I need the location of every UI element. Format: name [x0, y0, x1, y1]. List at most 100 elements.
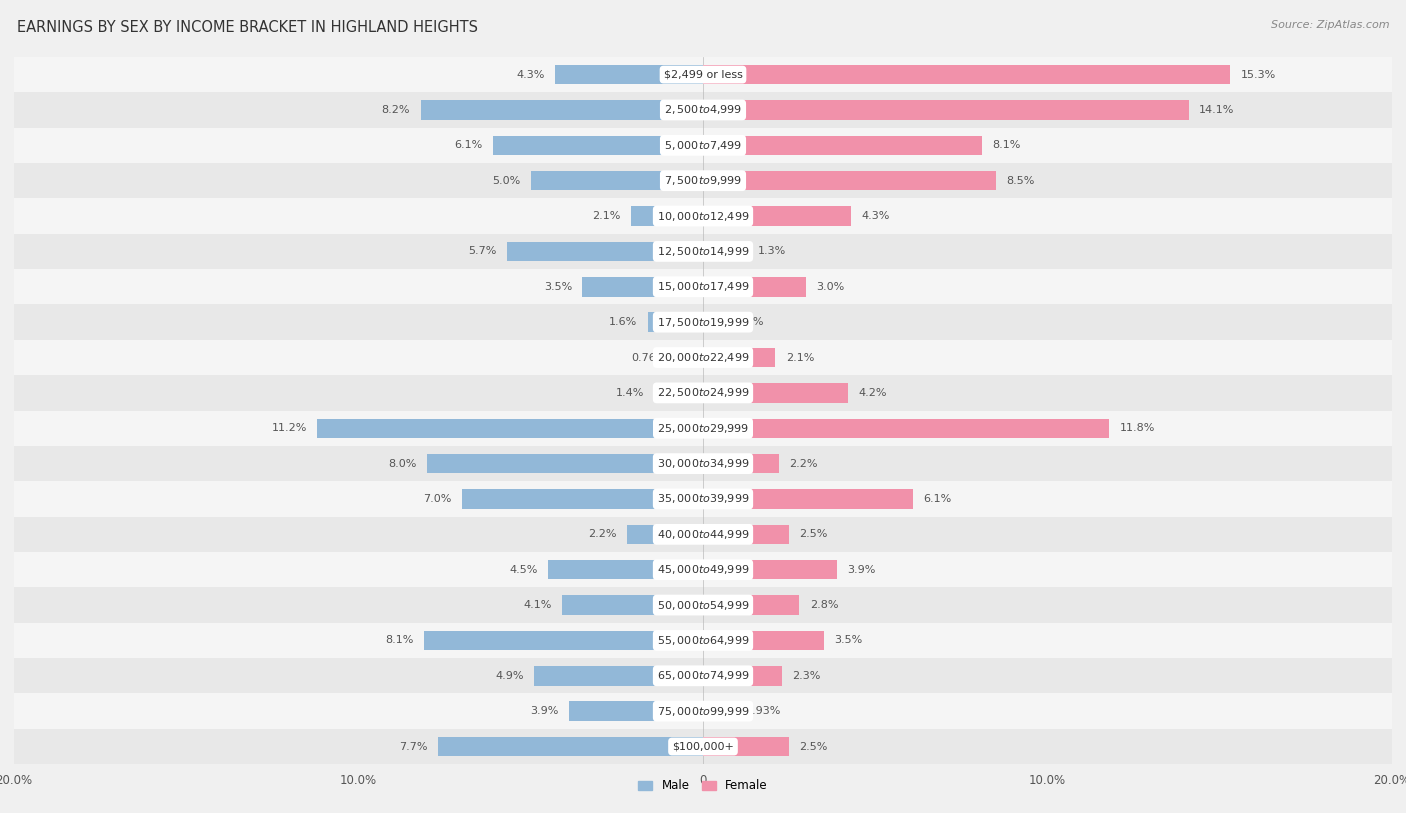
Text: $35,000 to $39,999: $35,000 to $39,999 — [657, 493, 749, 506]
Bar — [14, 304, 1392, 340]
Text: 6.1%: 6.1% — [924, 494, 952, 504]
Bar — [703, 277, 807, 297]
Text: $12,500 to $14,999: $12,500 to $14,999 — [657, 245, 749, 258]
Bar — [703, 489, 912, 509]
Bar — [14, 446, 1392, 481]
Text: $2,500 to $4,999: $2,500 to $4,999 — [664, 103, 742, 116]
Bar — [437, 737, 703, 756]
Text: $15,000 to $17,499: $15,000 to $17,499 — [657, 280, 749, 293]
Bar — [568, 702, 703, 721]
Bar — [427, 454, 703, 473]
Bar — [14, 587, 1392, 623]
Bar — [555, 65, 703, 85]
Bar — [14, 376, 1392, 411]
Text: 8.0%: 8.0% — [388, 459, 418, 468]
Bar — [562, 595, 703, 615]
Text: $50,000 to $54,999: $50,000 to $54,999 — [657, 598, 749, 611]
Text: 0.93%: 0.93% — [745, 706, 780, 716]
Text: 8.5%: 8.5% — [1007, 176, 1035, 185]
Bar — [14, 340, 1392, 375]
Text: $20,000 to $22,499: $20,000 to $22,499 — [657, 351, 749, 364]
Bar — [461, 489, 703, 509]
Text: $75,000 to $99,999: $75,000 to $99,999 — [657, 705, 749, 718]
Text: EARNINGS BY SEX BY INCOME BRACKET IN HIGHLAND HEIGHTS: EARNINGS BY SEX BY INCOME BRACKET IN HIG… — [17, 20, 478, 35]
Text: $22,500 to $24,999: $22,500 to $24,999 — [657, 386, 749, 399]
Text: 4.2%: 4.2% — [858, 388, 887, 398]
Text: 8.1%: 8.1% — [993, 141, 1021, 150]
Text: 4.3%: 4.3% — [862, 211, 890, 221]
Text: $7,500 to $9,999: $7,500 to $9,999 — [664, 174, 742, 187]
Text: $17,500 to $19,999: $17,500 to $19,999 — [657, 315, 749, 328]
Text: 14.1%: 14.1% — [1199, 105, 1234, 115]
Bar — [425, 631, 703, 650]
Bar — [14, 659, 1392, 693]
Text: 6.1%: 6.1% — [454, 141, 482, 150]
Text: 2.5%: 2.5% — [800, 741, 828, 751]
Text: $55,000 to $64,999: $55,000 to $64,999 — [657, 634, 749, 647]
Bar — [703, 419, 1109, 438]
Bar — [14, 198, 1392, 234]
Text: $40,000 to $44,999: $40,000 to $44,999 — [657, 528, 749, 541]
Bar — [14, 233, 1392, 269]
Bar — [703, 348, 775, 367]
Text: 3.9%: 3.9% — [530, 706, 558, 716]
Bar — [420, 100, 703, 120]
Text: 15.3%: 15.3% — [1240, 70, 1275, 80]
Text: $5,000 to $7,499: $5,000 to $7,499 — [664, 139, 742, 152]
Text: 2.1%: 2.1% — [592, 211, 620, 221]
Text: 2.2%: 2.2% — [789, 459, 818, 468]
Text: 7.0%: 7.0% — [423, 494, 451, 504]
Bar — [703, 631, 824, 650]
Bar — [703, 595, 800, 615]
Text: 8.1%: 8.1% — [385, 636, 413, 646]
Text: $10,000 to $12,499: $10,000 to $12,499 — [657, 210, 749, 223]
Text: 3.5%: 3.5% — [544, 282, 572, 292]
Bar — [648, 312, 703, 332]
Text: 3.9%: 3.9% — [848, 565, 876, 575]
Bar — [703, 524, 789, 544]
Bar — [703, 65, 1230, 85]
Text: 2.2%: 2.2% — [588, 529, 617, 539]
Bar — [703, 241, 748, 261]
Text: $65,000 to $74,999: $65,000 to $74,999 — [657, 669, 749, 682]
Bar — [703, 312, 717, 332]
Bar — [14, 729, 1392, 764]
Bar — [14, 92, 1392, 128]
Bar — [631, 207, 703, 226]
Text: $45,000 to $49,999: $45,000 to $49,999 — [657, 563, 749, 576]
Text: $25,000 to $29,999: $25,000 to $29,999 — [657, 422, 749, 435]
Bar — [14, 411, 1392, 446]
Text: $100,000+: $100,000+ — [672, 741, 734, 751]
Text: $30,000 to $34,999: $30,000 to $34,999 — [657, 457, 749, 470]
Text: 3.0%: 3.0% — [817, 282, 845, 292]
Bar — [14, 269, 1392, 304]
Bar — [627, 524, 703, 544]
Text: $2,499 or less: $2,499 or less — [664, 70, 742, 80]
Text: 1.6%: 1.6% — [609, 317, 637, 327]
Text: 4.9%: 4.9% — [495, 671, 524, 680]
Bar — [676, 348, 703, 367]
Text: 11.8%: 11.8% — [1119, 424, 1156, 433]
Text: 1.4%: 1.4% — [616, 388, 644, 398]
Text: 2.1%: 2.1% — [786, 353, 814, 363]
Bar — [703, 702, 735, 721]
Bar — [14, 163, 1392, 198]
Bar — [494, 136, 703, 155]
Text: 2.5%: 2.5% — [800, 529, 828, 539]
Bar — [14, 517, 1392, 552]
Bar — [534, 666, 703, 685]
Bar — [14, 623, 1392, 659]
Bar — [703, 100, 1188, 120]
Text: 0.42%: 0.42% — [728, 317, 763, 327]
Bar — [703, 207, 851, 226]
Text: 1.3%: 1.3% — [758, 246, 786, 256]
Bar — [703, 171, 995, 190]
Legend: Male, Female: Male, Female — [634, 775, 772, 798]
Text: 3.5%: 3.5% — [834, 636, 862, 646]
Text: 8.2%: 8.2% — [381, 105, 411, 115]
Text: 4.1%: 4.1% — [523, 600, 551, 610]
Bar — [548, 560, 703, 580]
Bar — [703, 737, 789, 756]
Text: 5.7%: 5.7% — [468, 246, 496, 256]
Text: 4.3%: 4.3% — [516, 70, 544, 80]
